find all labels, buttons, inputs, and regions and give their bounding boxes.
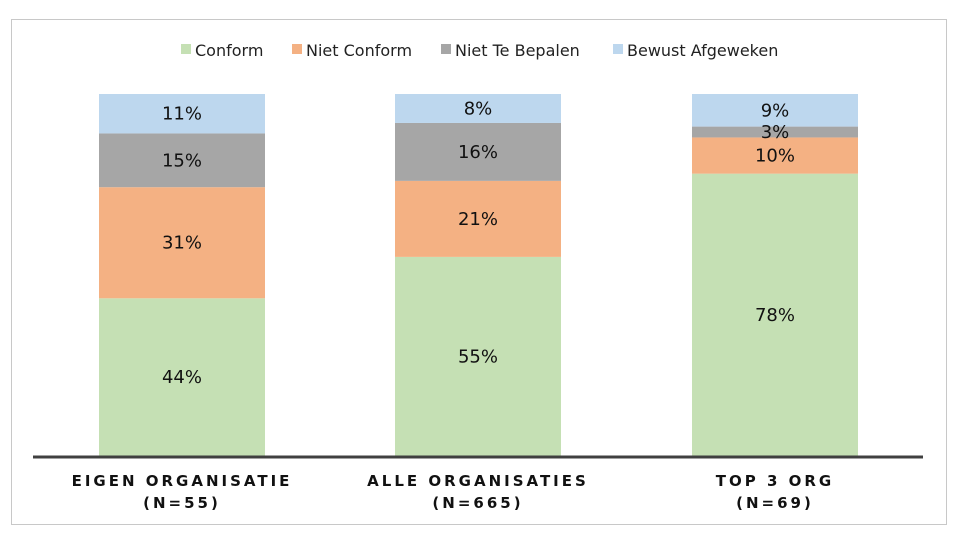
bar-segment xyxy=(692,173,858,456)
legend-label: Niet Te Bepalen xyxy=(455,41,580,60)
bars xyxy=(99,94,858,456)
data-label: 44% xyxy=(162,367,202,388)
category-label: (N=69) xyxy=(736,494,814,512)
bar-segment xyxy=(99,94,265,134)
legend-label: Conform xyxy=(195,41,263,60)
legend-swatch xyxy=(613,44,623,54)
bar-segment xyxy=(395,94,561,123)
bar-segment xyxy=(99,187,265,299)
bar-segment xyxy=(692,126,858,138)
data-label: 78% xyxy=(755,305,795,326)
bar-segment xyxy=(395,180,561,257)
legend-swatch xyxy=(441,44,451,54)
data-labels: 44% 31% 15% 11% 55% 21% 16% 8% 78% 10% 3%9% xyxy=(162,98,795,388)
data-label: 55% xyxy=(458,346,498,367)
bar-segment xyxy=(395,256,561,456)
data-label: 8% xyxy=(464,98,493,119)
category-label: EIGEN ORGANISATIE xyxy=(72,472,293,490)
data-label: 31% xyxy=(162,233,202,254)
bar-segment xyxy=(692,137,858,174)
category-labels: EIGEN ORGANISATIE (N=55) ALLE ORGANISATIES… xyxy=(72,472,834,512)
category-label: ALLE ORGANISATIES xyxy=(367,472,589,490)
legend-swatch xyxy=(292,44,302,54)
category-label: (N=55) xyxy=(143,494,221,512)
data-label: 10% xyxy=(755,146,795,167)
chart-frame xyxy=(11,19,947,525)
bar-segment xyxy=(692,94,858,127)
category-label: TOP 3 ORG xyxy=(716,472,834,490)
bar-segment xyxy=(99,298,265,456)
data-label: 15% xyxy=(162,150,202,171)
legend: Conform Niet Conform Niet Te Bepalen Bewust… xyxy=(181,41,778,60)
bar-segment xyxy=(395,122,561,181)
data-label: 21% xyxy=(458,209,498,230)
data-label: 9% xyxy=(761,100,790,121)
legend-label: Bewust Afgeweken xyxy=(627,41,778,60)
data-label: 16% xyxy=(458,142,498,163)
category-label: (N=665) xyxy=(432,494,523,512)
data-label: 11% xyxy=(162,104,202,125)
legend-swatch xyxy=(181,44,191,54)
data-label: 3% xyxy=(761,122,790,143)
bar-segment xyxy=(99,133,265,188)
legend-label: Niet Conform xyxy=(306,41,412,60)
